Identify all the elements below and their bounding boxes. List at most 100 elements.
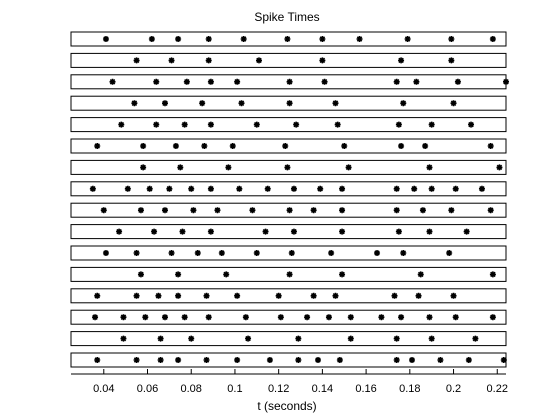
spike-marker [140, 164, 147, 171]
spike-marker [465, 357, 472, 363]
spike-marker [194, 250, 201, 256]
spike-marker [288, 250, 295, 256]
spike-marker [374, 250, 381, 256]
spike-marker [207, 78, 214, 85]
spike-marker [207, 228, 214, 235]
spike-marker [205, 314, 212, 321]
spike-marker [347, 314, 354, 321]
spike-marker [339, 228, 346, 235]
spike-marker [378, 314, 385, 321]
spike-marker [140, 143, 147, 149]
spike-marker [419, 207, 426, 214]
trial-row [70, 159, 507, 175]
spike-marker [203, 292, 210, 299]
spike-marker [426, 228, 433, 235]
spike-marker [92, 314, 99, 321]
spike-marker [161, 314, 168, 321]
spike-marker [155, 292, 162, 299]
spike-marker [181, 314, 188, 321]
spike-marker [262, 228, 269, 235]
spike-marker [179, 228, 186, 235]
spike-marker [201, 143, 208, 149]
spike-marker [181, 121, 188, 128]
spike-marker [172, 143, 179, 149]
spike-marker [137, 271, 144, 278]
spike-marker [328, 250, 335, 256]
trial-row [70, 331, 507, 347]
spike-marker [393, 185, 400, 192]
x-tick-label: 0.22 [487, 383, 508, 395]
spike-marker [452, 185, 459, 192]
trial-row-frame [70, 288, 507, 304]
spike-marker [175, 292, 182, 299]
spike-marker [94, 357, 101, 363]
trial-row-frame [70, 159, 507, 175]
spike-marker [188, 335, 195, 342]
trial-row [70, 181, 507, 197]
spike-marker [286, 271, 293, 278]
spike-marker [177, 164, 184, 171]
spike-marker [496, 164, 503, 171]
spike-marker [332, 292, 339, 299]
spike-marker [332, 100, 339, 107]
spike-marker [415, 292, 422, 299]
spike-marker [356, 36, 363, 42]
spike-marker [133, 57, 140, 64]
spike-marker [341, 143, 348, 149]
spike-marker [293, 121, 300, 128]
spike-marker [284, 36, 291, 42]
spike-marker [89, 185, 96, 192]
trial-row [70, 266, 507, 282]
spike-marker [472, 335, 479, 342]
spike-marker [133, 250, 140, 256]
spike-marker [319, 57, 326, 64]
spike-marker [203, 357, 210, 363]
spike-marker [205, 57, 212, 64]
trial-row-frame [70, 266, 507, 282]
spike-marker [266, 357, 273, 363]
spike-marker [153, 121, 160, 128]
spike-marker [426, 314, 433, 321]
trial-row-frame [70, 309, 507, 325]
spike-marker [393, 357, 400, 363]
spike-marker [153, 78, 160, 85]
trial-row-frame [70, 52, 507, 68]
spike-marker [102, 36, 109, 42]
spike-marker [325, 314, 332, 321]
spike-marker [240, 36, 247, 42]
spike-marker [275, 292, 282, 299]
spike-marker [428, 185, 435, 192]
x-tick-label: 0.2 [446, 383, 461, 395]
spike-marker [398, 143, 405, 149]
spike-marker [264, 185, 271, 192]
spike-marker [253, 121, 260, 128]
trial-row [70, 95, 507, 111]
spike-marker [242, 314, 249, 321]
spike-marker [398, 314, 405, 321]
spike-marker [249, 207, 256, 214]
spike-marker [175, 357, 182, 363]
trial-row [70, 138, 507, 154]
x-tick-label: 0.12 [268, 383, 289, 395]
x-tick-label: 0.1 [227, 383, 242, 395]
x-tick-label: 0.18 [399, 383, 420, 395]
spike-marker [207, 121, 214, 128]
trial-row [70, 288, 507, 304]
trial-row [70, 52, 507, 68]
spike-marker [100, 207, 107, 214]
spike-marker [120, 335, 127, 342]
spike-marker [175, 271, 182, 278]
spike-marker [161, 207, 168, 214]
spike-marker [166, 185, 173, 192]
spike-marker [395, 228, 402, 235]
spike-marker [448, 57, 455, 64]
spike-marker [400, 100, 407, 107]
x-tick-label: 0.16 [355, 383, 376, 395]
spike-marker [404, 36, 411, 42]
spike-marker [413, 78, 420, 85]
spike-marker [175, 36, 182, 42]
spike-marker [417, 271, 424, 278]
spike-marker [277, 314, 284, 321]
spike-marker [347, 335, 354, 342]
